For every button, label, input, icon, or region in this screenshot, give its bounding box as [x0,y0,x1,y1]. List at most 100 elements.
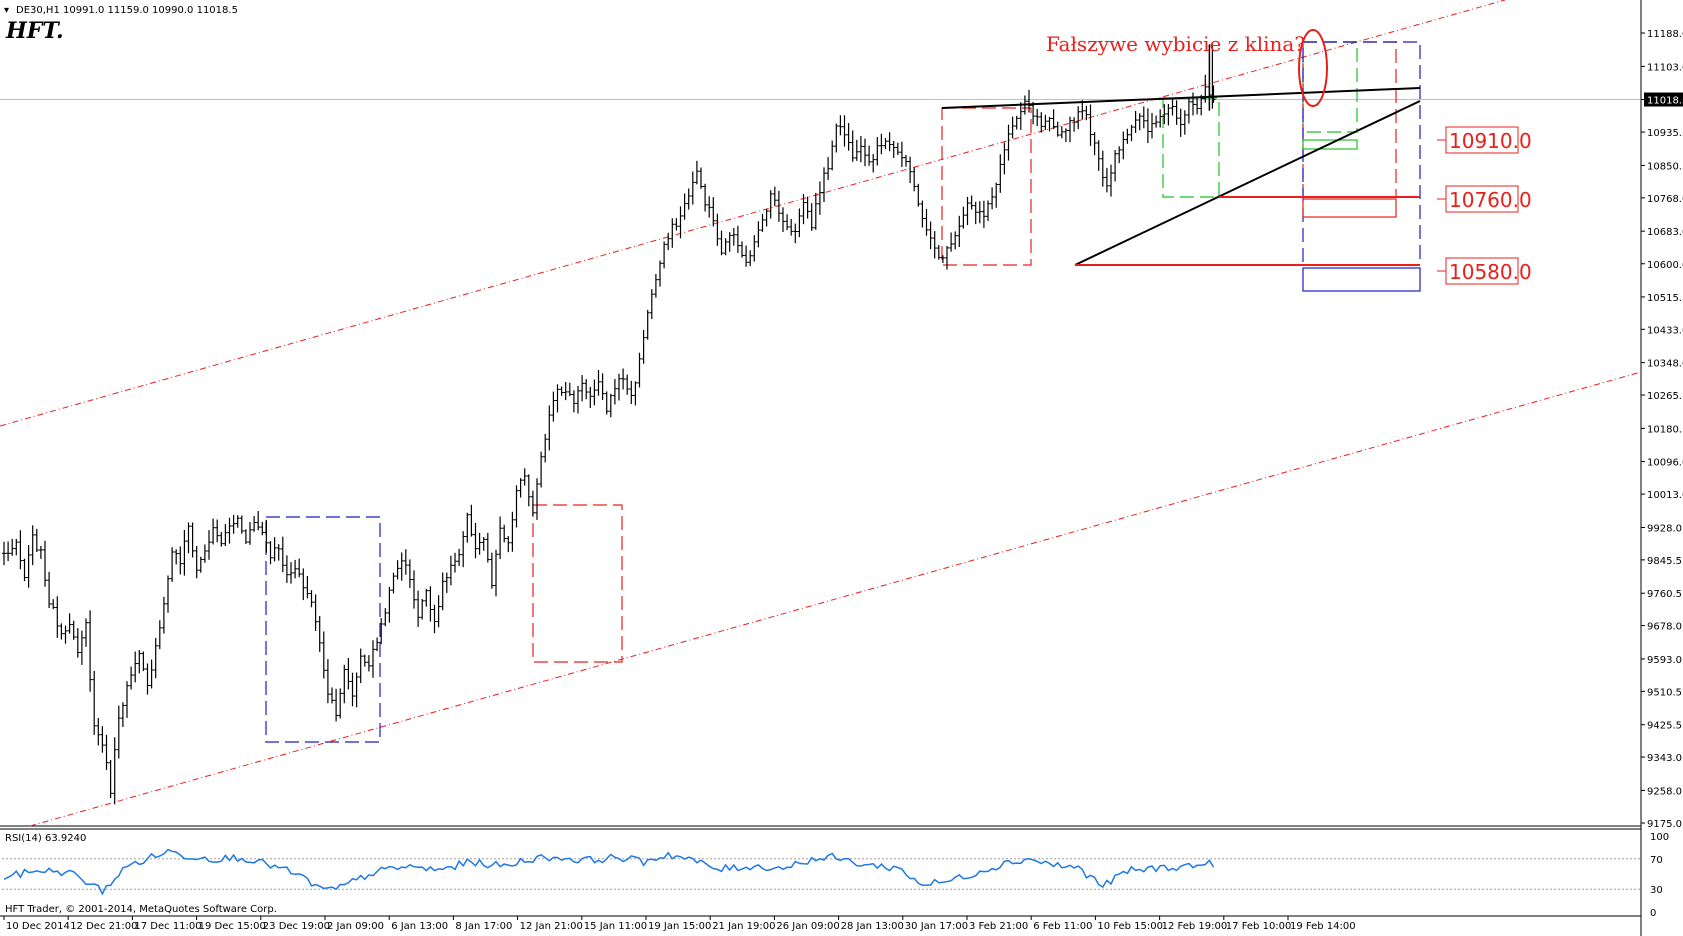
ohlc-bar [223,524,228,546]
ohlc-bar [403,549,408,575]
ohlc-bar [1195,97,1200,115]
price-tick-label: 10683.0 [1647,227,1683,238]
ohlc-bar [530,490,535,517]
ohlc-bar [362,654,367,667]
ohlc-bar [781,207,785,232]
ohlc-bar [924,208,929,236]
ohlc-bar [617,373,621,401]
ohlc-bar [219,531,224,547]
ohlc-bar [448,555,453,586]
ohlc-bar [887,132,892,152]
time-tick-label: 26 Jan 09:00 [776,921,839,932]
ohlc-bar [817,181,822,215]
ohlc-bar [1174,100,1179,125]
ohlc-bar [510,511,515,552]
ohlc-bar [325,659,330,704]
current-price-label: 11018.5 [1647,96,1683,107]
ohlc-bar [535,478,539,520]
ohlc-bar [1092,132,1097,156]
ohlc-bar [182,529,187,576]
box-blue-projection [1302,41,1421,266]
time-tick-label: 28 Jan 13:00 [841,921,904,932]
ohlc-bar [637,352,642,388]
ohlc-bar [6,541,11,562]
rsi-tick-label: 100 [1650,832,1669,843]
ohlc-bar [883,138,888,150]
target-box-blue [1302,267,1421,292]
ohlc-bar [145,663,150,695]
ohlc-bar [481,537,486,551]
ohlc-bar [18,530,23,570]
ohlc-bar [1191,92,1195,116]
price-tick-label: 10096.0 [1647,458,1683,469]
ohlc-bar [473,522,478,559]
false-breakout-ellipse [1298,29,1328,107]
ohlc-bar [71,620,76,640]
price-tick-label: 10433.0 [1647,325,1683,336]
ohlc-bar [211,518,216,545]
ohlc-bar [485,532,490,563]
ohlc-bar [986,200,990,222]
price-tick-label: 10935.5 [1647,128,1683,139]
ohlc-bar [674,218,679,231]
price-bars [2,44,1216,805]
ohlc-bar [1051,109,1056,129]
time-tick-label: 12 Feb 19:00 [1162,921,1228,932]
price-tick-label: 10515.5 [1647,293,1683,304]
ohlc-bar [43,540,47,587]
ohlc-bar [981,200,986,228]
ohlc-bar [358,648,363,684]
ohlc-bar [822,167,826,203]
ohlc-bar [440,572,445,611]
ohlc-bar [1055,121,1060,137]
ohlc-bar [506,536,511,553]
ohlc-bar [14,538,19,556]
ohlc-bar [936,244,941,260]
ohlc-bar [1043,114,1048,131]
ohlc-bar [444,572,449,593]
ohlc-bar [945,245,949,270]
ohlc-bar [969,195,974,210]
ohlc-bar [621,368,626,390]
ohlc-bar [928,221,933,250]
ohlc-bar [1027,89,1031,113]
ohlc-bar [1080,100,1085,120]
ohlc-bar [38,545,43,559]
rsi-panel: 100 70 30 0 [2,832,1669,919]
ohlc-bar [707,196,712,218]
ohlc-bar [309,590,314,608]
ohlc-bar [858,135,863,163]
ohlc-bar [133,651,138,683]
ohlc-bar [764,209,769,227]
ohlc-bar [395,560,400,580]
time-tick-label: 19 Feb 14:00 [1290,921,1356,932]
ohlc-bar [580,375,585,402]
ohlc-bar [805,196,810,219]
ohlc-bar [641,329,646,364]
ohlc-bar [375,637,380,652]
ohlc-bar [256,511,261,531]
ohlc-bar [990,187,995,210]
target-box-green [1302,139,1358,150]
rsi-tick-label: 30 [1650,885,1663,896]
ohlc-bar [289,562,293,584]
header-arrow-icon[interactable]: ▾ [4,5,9,16]
ohlc-bar [276,544,281,561]
ohlc-bar [699,167,703,189]
ohlc-bar [47,571,52,609]
ohlc-bar [604,391,609,415]
ohlc-bar [633,381,638,406]
ohlc-bar [457,548,462,566]
level-label-10910: 10910.0 [1437,126,1532,154]
level-box [1445,257,1519,285]
ohlc-bar [354,672,359,708]
ohlc-bar [1063,128,1068,143]
time-tick-label: 17 Feb 10:00 [1226,921,1292,932]
price-tick-label: 11188.0 [1647,29,1683,40]
ohlc-bar [63,625,68,644]
ohlc-bar [1150,112,1154,139]
price-tick-label: 9678.0 [1647,622,1682,633]
ohlc-bar [100,726,105,753]
ohlc-bar [297,558,302,578]
ohlc-bar [563,381,568,401]
